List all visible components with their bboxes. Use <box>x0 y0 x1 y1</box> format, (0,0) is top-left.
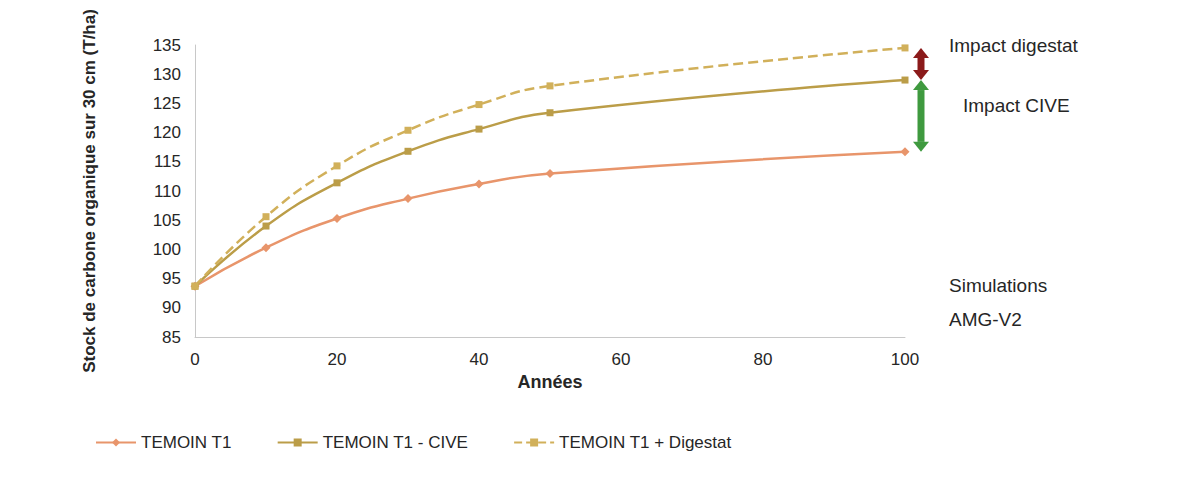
svg-text:135: 135 <box>153 36 181 55</box>
svg-text:20: 20 <box>328 350 347 369</box>
svg-text:90: 90 <box>162 298 181 317</box>
svg-text:0: 0 <box>190 350 199 369</box>
svg-text:125: 125 <box>153 94 181 113</box>
svg-text:100: 100 <box>153 240 181 259</box>
svg-text:Simulations: Simulations <box>949 275 1053 296</box>
svg-text:110: 110 <box>154 182 181 201</box>
svg-text:Impact CIVE: Impact CIVE <box>963 95 1070 116</box>
svg-text:120: 120 <box>153 123 181 142</box>
svg-text:95: 95 <box>162 269 181 288</box>
svg-text:Impact digestat: Impact digestat <box>949 35 1079 56</box>
svg-text:TEMOIN T1 - CIVE: TEMOIN T1 - CIVE <box>323 433 468 452</box>
svg-text:80: 80 <box>754 350 773 369</box>
svg-text:105: 105 <box>153 211 181 230</box>
svg-text:AMG-V2: AMG-V2 <box>949 309 1022 330</box>
svg-text:TEMOIN T1 + Digestat: TEMOIN T1 + Digestat <box>559 433 731 452</box>
svg-text:Stock de carbone organique sur: Stock de carbone organique sur 30 cm (T/… <box>80 9 99 373</box>
svg-text:100: 100 <box>891 350 919 369</box>
svg-text:Années: Années <box>517 372 582 392</box>
svg-text:60: 60 <box>612 350 631 369</box>
svg-text:85: 85 <box>162 328 181 347</box>
svg-text:40: 40 <box>470 350 489 369</box>
svg-text:TEMOIN T1: TEMOIN T1 <box>141 433 231 452</box>
svg-text:115: 115 <box>154 152 181 171</box>
svg-text:130: 130 <box>153 65 181 84</box>
